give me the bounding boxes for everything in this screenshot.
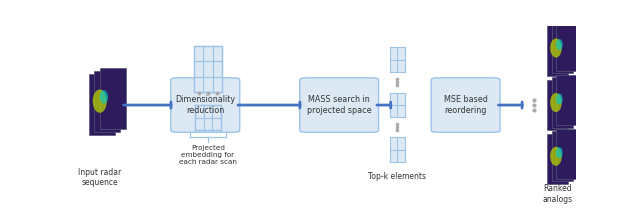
Ellipse shape — [550, 38, 562, 58]
FancyBboxPatch shape — [100, 68, 125, 129]
FancyBboxPatch shape — [552, 131, 573, 181]
Text: Top-k elements: Top-k elements — [369, 172, 426, 181]
FancyBboxPatch shape — [556, 20, 577, 71]
FancyBboxPatch shape — [300, 78, 379, 132]
Ellipse shape — [93, 90, 107, 113]
Ellipse shape — [556, 94, 563, 105]
FancyBboxPatch shape — [547, 134, 568, 184]
Ellipse shape — [550, 147, 562, 166]
FancyBboxPatch shape — [556, 75, 577, 125]
FancyBboxPatch shape — [194, 46, 222, 92]
FancyBboxPatch shape — [431, 78, 500, 132]
Text: Dimensionality
reduction: Dimensionality reduction — [175, 95, 236, 115]
FancyBboxPatch shape — [94, 71, 120, 132]
Text: Projected
embedding for
each radar scan: Projected embedding for each radar scan — [179, 145, 237, 165]
FancyBboxPatch shape — [552, 23, 573, 73]
FancyBboxPatch shape — [552, 77, 573, 128]
Ellipse shape — [556, 147, 563, 158]
Ellipse shape — [556, 39, 563, 50]
FancyBboxPatch shape — [390, 137, 405, 162]
Text: MASS search in
projected space: MASS search in projected space — [307, 95, 371, 115]
Text: MSE based
reordering: MSE based reordering — [444, 95, 488, 115]
FancyBboxPatch shape — [547, 25, 568, 76]
Text: Input radar
sequence: Input radar sequence — [78, 168, 122, 187]
FancyBboxPatch shape — [171, 78, 240, 132]
FancyBboxPatch shape — [89, 74, 115, 135]
Ellipse shape — [100, 90, 108, 104]
FancyBboxPatch shape — [556, 129, 577, 179]
FancyBboxPatch shape — [547, 80, 568, 130]
Ellipse shape — [550, 93, 562, 112]
FancyBboxPatch shape — [195, 105, 221, 130]
FancyBboxPatch shape — [390, 93, 405, 117]
Text: Ranked
analogs: Ranked analogs — [543, 184, 573, 204]
FancyBboxPatch shape — [390, 48, 405, 72]
